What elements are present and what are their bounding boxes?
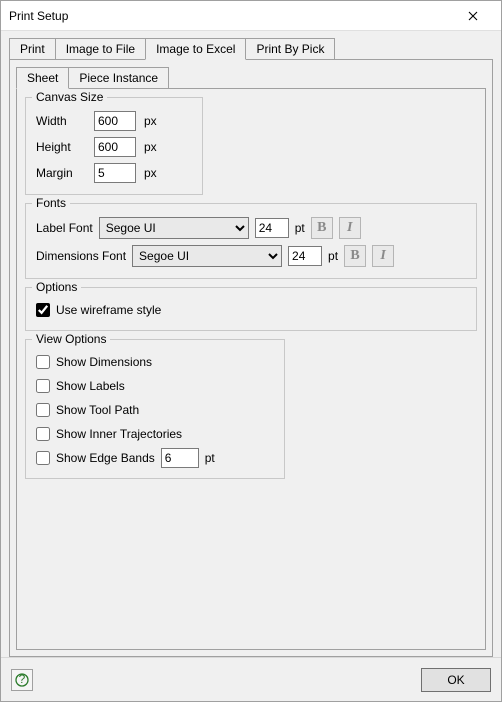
- tab-sheet[interactable]: Sheet: [16, 67, 69, 89]
- tab-image-to-file[interactable]: Image to File: [55, 38, 146, 59]
- margin-input[interactable]: [94, 163, 136, 183]
- height-input[interactable]: [94, 137, 136, 157]
- help-icon: ?: [15, 673, 29, 687]
- dim-font-label: Dimensions Font: [36, 249, 126, 263]
- main-tabpage: Sheet Piece Instance Canvas Size Width p…: [9, 59, 493, 657]
- help-button[interactable]: ?: [11, 669, 33, 691]
- footer: ? OK: [1, 657, 501, 701]
- group-canvas-size: Canvas Size Width px Height px Margin: [25, 97, 203, 195]
- label-font-bold-button[interactable]: B: [311, 217, 333, 239]
- dim-font-select[interactable]: Segoe UI: [132, 245, 282, 267]
- tab-print[interactable]: Print: [9, 38, 56, 59]
- wireframe-label: Use wireframe style: [56, 303, 161, 317]
- inner-tabstrip: Sheet Piece Instance: [16, 66, 486, 88]
- ok-label: OK: [447, 673, 464, 687]
- print-setup-window: Print Setup Print Image to File Image to…: [0, 0, 502, 702]
- show-tool-path-label: Show Tool Path: [56, 403, 139, 417]
- tab-print-by-pick[interactable]: Print By Pick: [245, 38, 335, 59]
- label-font-italic-button[interactable]: I: [339, 217, 361, 239]
- tab-piece-instance[interactable]: Piece Instance: [68, 67, 169, 88]
- canvas-legend: Canvas Size: [32, 90, 107, 104]
- show-labels-checkbox[interactable]: [36, 379, 50, 393]
- show-edge-bands-label: Show Edge Bands: [56, 451, 155, 465]
- dim-font-italic-button[interactable]: I: [372, 245, 394, 267]
- label-font-size-unit: pt: [295, 221, 305, 235]
- ok-button[interactable]: OK: [421, 668, 491, 692]
- close-icon: [468, 11, 478, 21]
- height-label: Height: [36, 140, 88, 154]
- wireframe-checkbox[interactable]: [36, 303, 50, 317]
- window-title: Print Setup: [9, 9, 453, 23]
- group-fonts: Fonts Label Font Segoe UI pt B I Dimensi…: [25, 203, 477, 279]
- group-view-options: View Options Show Dimensions Show Labels…: [25, 339, 285, 479]
- label-font-select[interactable]: Segoe UI: [99, 217, 249, 239]
- label-font-size-input[interactable]: [255, 218, 289, 238]
- main-tabstrip: Print Image to File Image to Excel Print…: [9, 37, 493, 59]
- margin-label: Margin: [36, 166, 88, 180]
- options-legend: Options: [32, 280, 81, 294]
- width-label: Width: [36, 114, 88, 128]
- label-font-label: Label Font: [36, 221, 93, 235]
- height-unit: px: [144, 140, 157, 154]
- show-inner-traj-label: Show Inner Trajectories: [56, 427, 182, 441]
- group-options: Options Use wireframe style: [25, 287, 477, 331]
- show-dimensions-checkbox[interactable]: [36, 355, 50, 369]
- inner-tabpage: Canvas Size Width px Height px Margin: [16, 88, 486, 650]
- view-legend: View Options: [32, 332, 110, 346]
- titlebar: Print Setup: [1, 1, 501, 31]
- width-unit: px: [144, 114, 157, 128]
- show-inner-traj-checkbox[interactable]: [36, 427, 50, 441]
- dim-font-bold-button[interactable]: B: [344, 245, 366, 267]
- show-tool-path-checkbox[interactable]: [36, 403, 50, 417]
- show-dimensions-label: Show Dimensions: [56, 355, 152, 369]
- dim-font-size-unit: pt: [328, 249, 338, 263]
- show-labels-label: Show Labels: [56, 379, 125, 393]
- edge-bands-input[interactable]: [161, 448, 199, 468]
- fonts-legend: Fonts: [32, 196, 70, 210]
- show-edge-bands-checkbox[interactable]: [36, 451, 50, 465]
- width-input[interactable]: [94, 111, 136, 131]
- close-button[interactable]: [453, 2, 493, 30]
- margin-unit: px: [144, 166, 157, 180]
- edge-bands-unit: pt: [205, 451, 215, 465]
- svg-text:?: ?: [19, 673, 26, 686]
- content-area: Print Image to File Image to Excel Print…: [1, 31, 501, 657]
- dim-font-size-input[interactable]: [288, 246, 322, 266]
- tab-image-to-excel[interactable]: Image to Excel: [145, 38, 246, 60]
